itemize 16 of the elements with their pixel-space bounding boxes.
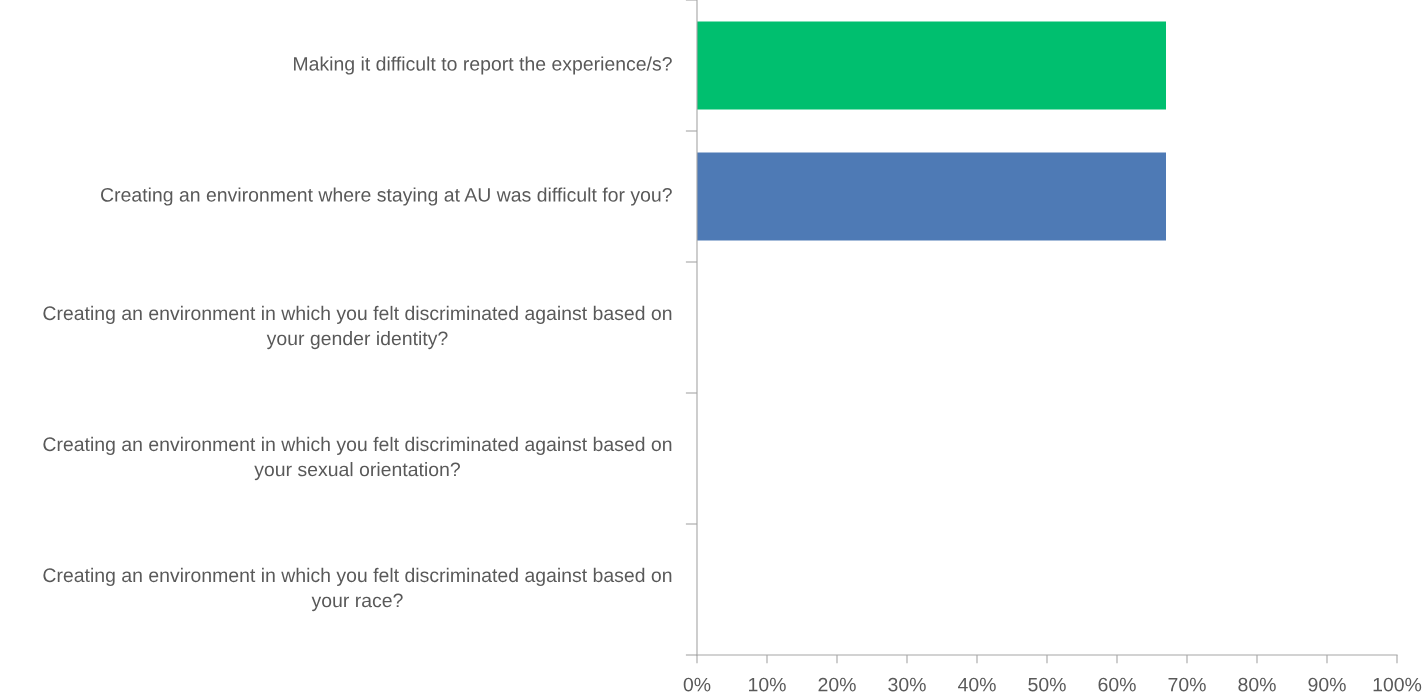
x-tick-label: 50% — [1028, 677, 1066, 692]
x-tick-label: 60% — [1098, 677, 1136, 692]
x-tick-label: 40% — [957, 677, 996, 692]
y-tick-label: Creating an environment in which you felt discriminated against based on your race? — [43, 567, 672, 612]
x-tick-label: 30% — [888, 677, 926, 692]
y-tick-label: Making it difficult to report the experience/s? — [294, 56, 672, 75]
x-tick-label: 90% — [1308, 677, 1346, 692]
y-tick-label: Creating an environment in which you felt discriminated against based on your sexual orientation? — [43, 436, 672, 481]
x-tick-label: 10% — [749, 677, 786, 692]
x-tick-label: 80% — [1238, 677, 1276, 692]
x-tick-label: 100% — [1373, 677, 1422, 692]
x-tick-label: 70% — [1168, 677, 1206, 692]
y-tick-label: Creating an environment in which you felt discriminated against based on your gender identity? — [43, 305, 672, 350]
x-tick-label: 20% — [818, 677, 856, 692]
x-tick-label: 0% — [683, 677, 711, 692]
y-tick-label: Creating an environment where staying at AU was difficult for you? — [101, 187, 672, 206]
